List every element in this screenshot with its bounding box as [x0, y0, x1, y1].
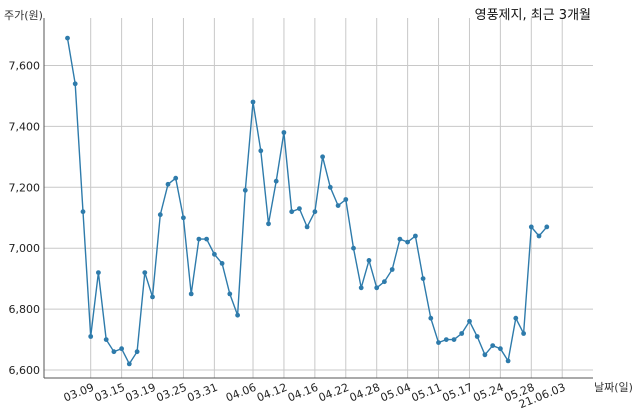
data-point: [173, 175, 179, 181]
x-tick-label: 04.22: [317, 381, 351, 405]
data-point: [188, 291, 194, 297]
data-point: [420, 276, 426, 281]
y-tick-labels: 6,600 6,800 7,000 7,200 7,400 7,600: [9, 60, 41, 378]
data-point: [204, 236, 210, 242]
series-line: [66, 37, 548, 366]
data-point: [227, 291, 233, 297]
data-point: [505, 358, 511, 364]
y-tick-label: 7,600: [9, 60, 41, 73]
x-tick-label: 03.31: [185, 381, 219, 405]
data-point: [498, 346, 503, 352]
data-point: [96, 270, 101, 275]
data-point: [436, 340, 441, 345]
data-point: [335, 203, 341, 209]
data-point: [103, 337, 109, 342]
data-point: [88, 334, 94, 339]
data-point: [266, 221, 271, 227]
y-tick-label: 7,200: [9, 181, 41, 194]
y-tick-label: 6,600: [9, 364, 41, 377]
data-point: [297, 206, 302, 212]
data-point: [382, 279, 387, 285]
data-point: [544, 224, 550, 230]
x-tick-label: 05.11: [410, 381, 444, 405]
data-point: [528, 224, 534, 230]
data-points: [65, 35, 550, 367]
data-point: [196, 236, 202, 242]
data-point: [111, 349, 117, 355]
data-point: [289, 209, 295, 215]
data-point: [451, 337, 457, 342]
data-point: [258, 148, 264, 154]
data-point: [312, 209, 318, 215]
data-point: [212, 251, 217, 257]
x-tick-label: 03.19: [124, 381, 158, 405]
x-tick-label: 05.04: [379, 381, 413, 405]
data-point: [536, 233, 542, 239]
data-point: [142, 270, 148, 275]
data-point: [235, 312, 241, 318]
data-point: [443, 337, 449, 342]
x-axis-label: 날짜(일): [594, 380, 633, 394]
data-point: [304, 224, 310, 230]
y-tick-label: 6,800: [9, 303, 41, 316]
data-point: [405, 239, 410, 245]
chart-title: 영풍제지, 최근 3개월: [475, 8, 591, 23]
x-tick-label: 04.28: [348, 381, 382, 405]
x-tick-label: 03.25: [154, 381, 188, 405]
data-point: [181, 215, 186, 221]
data-point: [157, 212, 163, 218]
x-tick-label: 03.09: [62, 381, 96, 405]
data-point: [474, 334, 480, 339]
data-point: [374, 285, 380, 291]
y-tick-label: 7,000: [9, 242, 41, 255]
data-point: [366, 258, 372, 263]
data-point: [80, 209, 86, 215]
data-point: [273, 178, 279, 184]
x-tick-label: 05.24: [471, 381, 505, 405]
axes: [43, 18, 593, 379]
series-line-group: [66, 37, 548, 366]
data-point: [150, 294, 155, 300]
data-point: [65, 35, 70, 41]
data-point: [320, 154, 325, 160]
data-point: [242, 187, 248, 193]
data-point: [482, 352, 488, 358]
x-tick-label: 04.16: [286, 381, 320, 405]
data-point: [72, 81, 78, 87]
y-tick-label: 7,400: [9, 120, 41, 133]
data-point: [389, 267, 395, 272]
x-tick-label: 04.12: [255, 381, 289, 405]
data-point: [459, 331, 465, 336]
data-point: [250, 99, 256, 105]
data-point: [490, 343, 496, 348]
x-tick-label: 04.06: [224, 381, 258, 405]
data-point: [281, 130, 287, 135]
data-point: [467, 318, 472, 324]
data-point: [165, 181, 171, 187]
data-point: [358, 285, 364, 291]
data-point: [513, 315, 519, 321]
data-point: [521, 331, 526, 336]
data-point: [413, 233, 418, 239]
data-point: [397, 236, 403, 242]
data-point: [351, 245, 356, 251]
x-tick-label: 05.17: [441, 381, 475, 405]
data-point: [134, 349, 140, 355]
x-tick-label: 03.15: [93, 381, 127, 405]
data-point: [126, 361, 132, 367]
y-axis-label: 주가(원): [4, 9, 43, 22]
data-point: [343, 197, 349, 202]
data-point: [327, 184, 333, 190]
grid: [44, 18, 593, 378]
data-point: [428, 315, 434, 321]
data-point: [219, 261, 225, 266]
data-point: [119, 346, 124, 352]
